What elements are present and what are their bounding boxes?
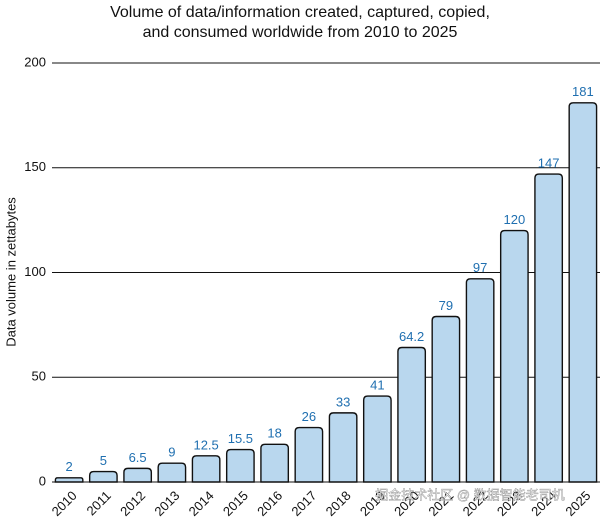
- y-axis-label: Data volume in zettabytes: [3, 197, 18, 347]
- value-label: 41: [370, 378, 384, 393]
- bar: [88, 470, 118, 483]
- x-tick-label: 2015: [220, 488, 251, 519]
- x-tick-label: 2016: [254, 488, 285, 519]
- value-label: 147: [538, 155, 560, 170]
- value-label: 12.5: [193, 437, 218, 452]
- x-tick-label: 2017: [288, 488, 319, 519]
- bar: [157, 462, 187, 483]
- value-label: 97: [473, 260, 487, 275]
- bar: [260, 443, 290, 483]
- y-tick-label: 150: [24, 159, 46, 174]
- x-tick-label: 2025: [562, 488, 593, 519]
- y-tick-label: 200: [24, 54, 46, 69]
- value-label: 9: [168, 445, 175, 460]
- value-label: 79: [439, 298, 453, 313]
- value-label: 5: [100, 453, 107, 468]
- chart-title: and consumed worldwide from 2010 to 2025: [143, 24, 458, 41]
- y-tick-label: 0: [39, 473, 46, 488]
- bar: [534, 173, 564, 483]
- x-tick-label: 2014: [186, 488, 217, 519]
- bar: [431, 315, 461, 483]
- value-label: 181: [572, 84, 594, 99]
- value-label: 33: [336, 394, 350, 409]
- value-label: 64.2: [399, 329, 424, 344]
- y-tick-label: 100: [24, 264, 46, 279]
- x-tick-label: 2018: [323, 488, 354, 519]
- value-label: 26: [302, 409, 316, 424]
- bar: [499, 229, 529, 483]
- value-label: 6.5: [129, 450, 147, 465]
- bar: [397, 346, 427, 483]
- bar: [568, 102, 598, 483]
- x-tick-label: 2012: [117, 488, 148, 519]
- bar: [465, 278, 495, 483]
- value-label: 18: [267, 426, 281, 441]
- bar: [54, 477, 84, 483]
- y-tick-label: 50: [32, 369, 46, 384]
- watermark: 掘金技术社区 @ 数据智能老司机: [375, 487, 564, 502]
- bar: [225, 448, 255, 483]
- bar: [294, 426, 324, 483]
- bar: [123, 467, 153, 483]
- bar: [328, 412, 358, 483]
- bar: [191, 455, 221, 483]
- value-label: 2: [66, 459, 73, 474]
- chart-title: Volume of data/information created, capt…: [110, 4, 490, 21]
- x-tick-label: 2013: [151, 488, 182, 519]
- x-tick-label: 2010: [49, 488, 80, 519]
- bar: [362, 395, 392, 483]
- x-tick-label: 2011: [84, 488, 114, 518]
- value-label: 120: [504, 212, 526, 227]
- value-label: 15.5: [228, 431, 253, 446]
